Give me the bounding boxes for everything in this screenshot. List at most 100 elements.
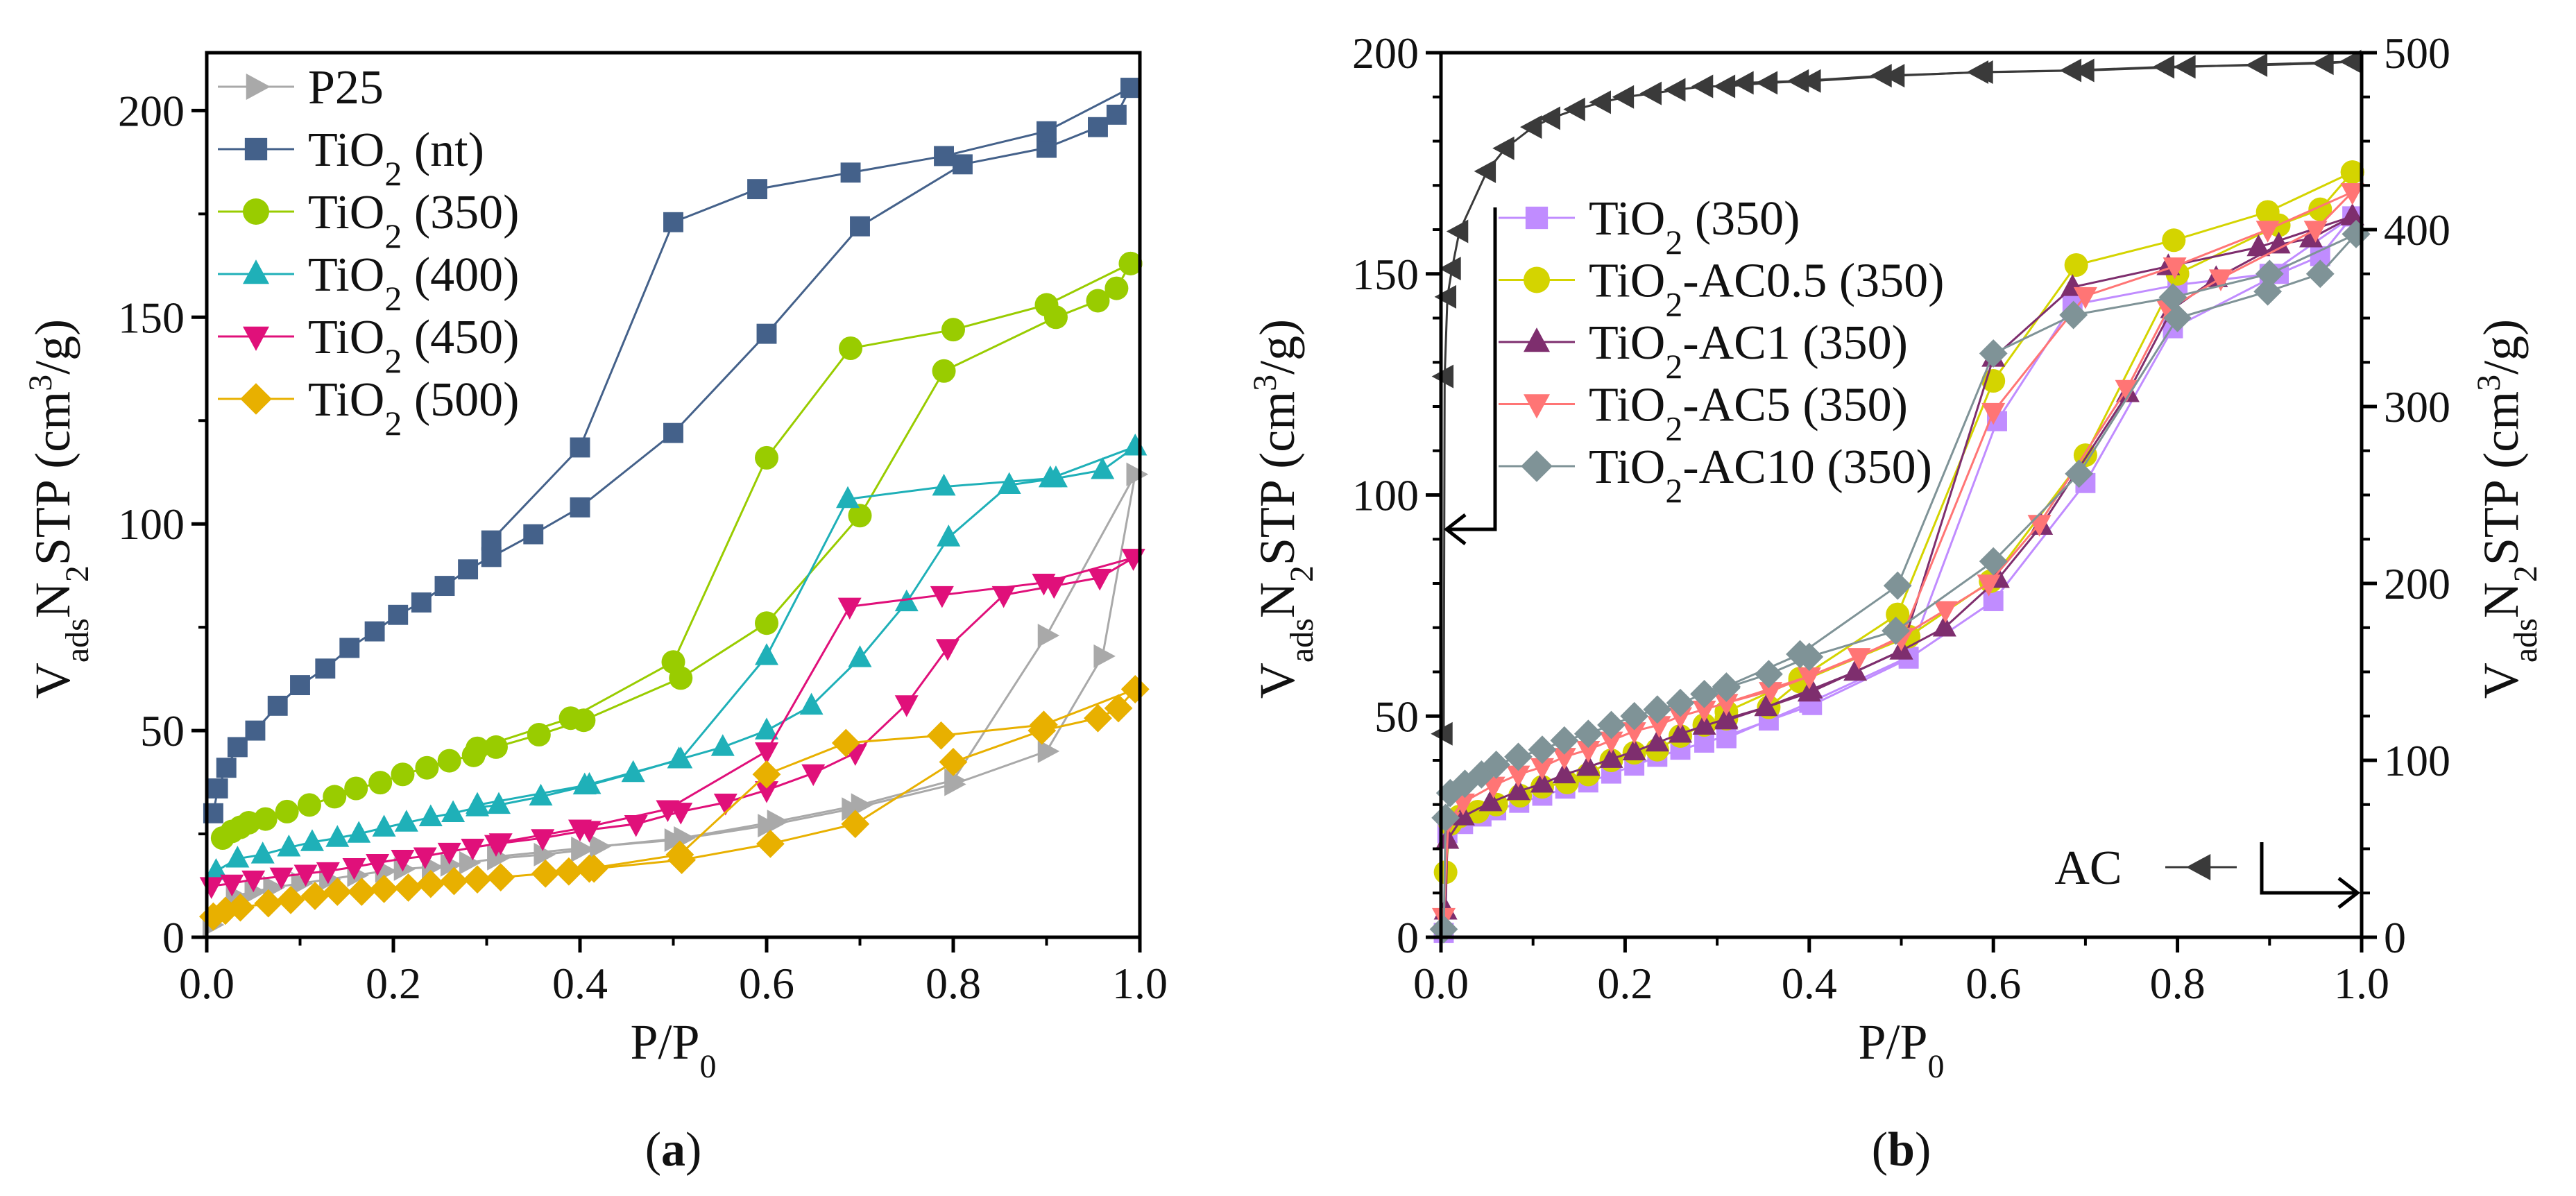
data-point [937, 524, 961, 547]
data-point [1576, 753, 1601, 776]
data-point [848, 645, 872, 667]
data-point [841, 810, 870, 839]
tspan: TiO [308, 123, 384, 177]
x-tick-label: 0.0 [179, 959, 234, 1008]
series-0 [202, 462, 1148, 937]
data-point [1979, 339, 2008, 368]
legend-label: TiO2-AC5 (350) [1589, 379, 1908, 448]
data-point [199, 877, 223, 899]
tspan: 0.4 [552, 959, 608, 1008]
legend-label: TiO2 (500) [308, 373, 519, 443]
y2-tick-label: 300 [2384, 382, 2450, 432]
data-point [370, 874, 398, 903]
data-point [941, 318, 965, 342]
data-point [531, 829, 555, 851]
tspan: 0.2 [1597, 959, 1653, 1008]
series-line-des [1725, 191, 2353, 704]
legend: TiO2 (350)TiO2-AC0.5 (350)TiO2-AC1 (350)… [1499, 192, 1945, 510]
y-tick-label: 150 [118, 293, 185, 342]
legend-item: TiO2 (350) [1499, 192, 1800, 262]
chart-panel-b: 0.0 0.2 0.4 0.6 0.8 1.00501001502000100200300… [1247, 28, 2544, 1177]
data-point [440, 866, 468, 896]
data-point [297, 793, 321, 817]
x-tick-label: 0.4 [552, 959, 608, 1008]
legend-suffix: (400) [402, 248, 519, 302]
data-point [755, 717, 778, 740]
data-point [290, 675, 310, 696]
tspan: 0.8 [926, 959, 981, 1008]
data-point [1123, 434, 1148, 456]
data-point [663, 212, 683, 232]
y-tick-label: 0 [1397, 913, 1419, 962]
data-point [394, 810, 418, 832]
data-point [1669, 721, 1693, 743]
x-tick-label: 0.2 [366, 959, 421, 1008]
tspan: 1.0 [1112, 959, 1168, 1008]
data-point [1492, 136, 1515, 160]
legend-subscript: 2 [384, 341, 402, 380]
data-point [1093, 644, 1116, 668]
legend-label: TiO2 (nt) [308, 123, 484, 193]
tspan: TiO [308, 311, 384, 364]
data-point [529, 783, 553, 806]
data-point [801, 764, 826, 787]
data-point [590, 834, 612, 858]
data-point [415, 755, 439, 780]
x-tick-label: 0.4 [1782, 959, 1837, 1008]
data-point [1589, 90, 1611, 114]
y-tick-label: 50 [1374, 692, 1419, 741]
data-point [1599, 731, 1623, 754]
tspan: V [2473, 663, 2529, 699]
data-point [323, 785, 347, 809]
data-point [531, 859, 560, 888]
data-point [1552, 761, 1576, 784]
data-point [944, 768, 966, 792]
tspan: 50 [140, 706, 185, 755]
data-point [2163, 257, 2187, 280]
tspan: AC [2054, 842, 2122, 895]
tspan: ) [1915, 1123, 1931, 1177]
tspan: 0.8 [2150, 959, 2206, 1008]
data-point [1714, 694, 1739, 716]
data-point [293, 864, 318, 887]
data-point [1478, 789, 1503, 812]
tspan: 400 [2384, 205, 2450, 255]
data-point [747, 179, 767, 200]
y-axis-label: VadsN2STP (cm3/g) [22, 319, 96, 699]
data-point [1714, 707, 1739, 730]
data-point [624, 815, 648, 837]
data-point [1504, 742, 1533, 771]
data-point [344, 776, 368, 801]
subscript-0: 0 [1928, 1048, 1945, 1085]
data-point [2072, 58, 2095, 83]
tspan: V [25, 663, 80, 699]
data-point [2152, 55, 2175, 79]
data-point [1037, 624, 1060, 648]
data-point [227, 737, 248, 758]
data-point [1506, 765, 1530, 788]
tspan: 0.6 [739, 959, 794, 1008]
data-point [342, 857, 366, 880]
data-point [1474, 159, 1496, 183]
data-point [1886, 602, 1910, 626]
legend-label: TiO2 (350) [1589, 192, 1800, 262]
data-point [220, 874, 244, 897]
data-point [437, 842, 461, 865]
data-point [1599, 746, 1623, 768]
tspan: TiO [308, 248, 384, 302]
legend-suffix: (350) [1682, 192, 1800, 246]
data-point [250, 842, 275, 864]
label-units-end: /g) [25, 319, 80, 375]
legend-suffix: (350) [402, 186, 519, 239]
data-point [570, 497, 590, 518]
data-point [1451, 769, 1479, 798]
tspan: 200 [1352, 28, 1419, 78]
data-point [1934, 601, 1958, 623]
series-3 [204, 434, 1148, 880]
tspan: TiO [1589, 316, 1665, 370]
tspan: ( [1872, 1123, 1888, 1177]
y-tick-label: 100 [1352, 471, 1419, 520]
x-tick-label: 0.0 [1413, 959, 1469, 1008]
x-tick-label: 0.8 [2150, 959, 2206, 1008]
